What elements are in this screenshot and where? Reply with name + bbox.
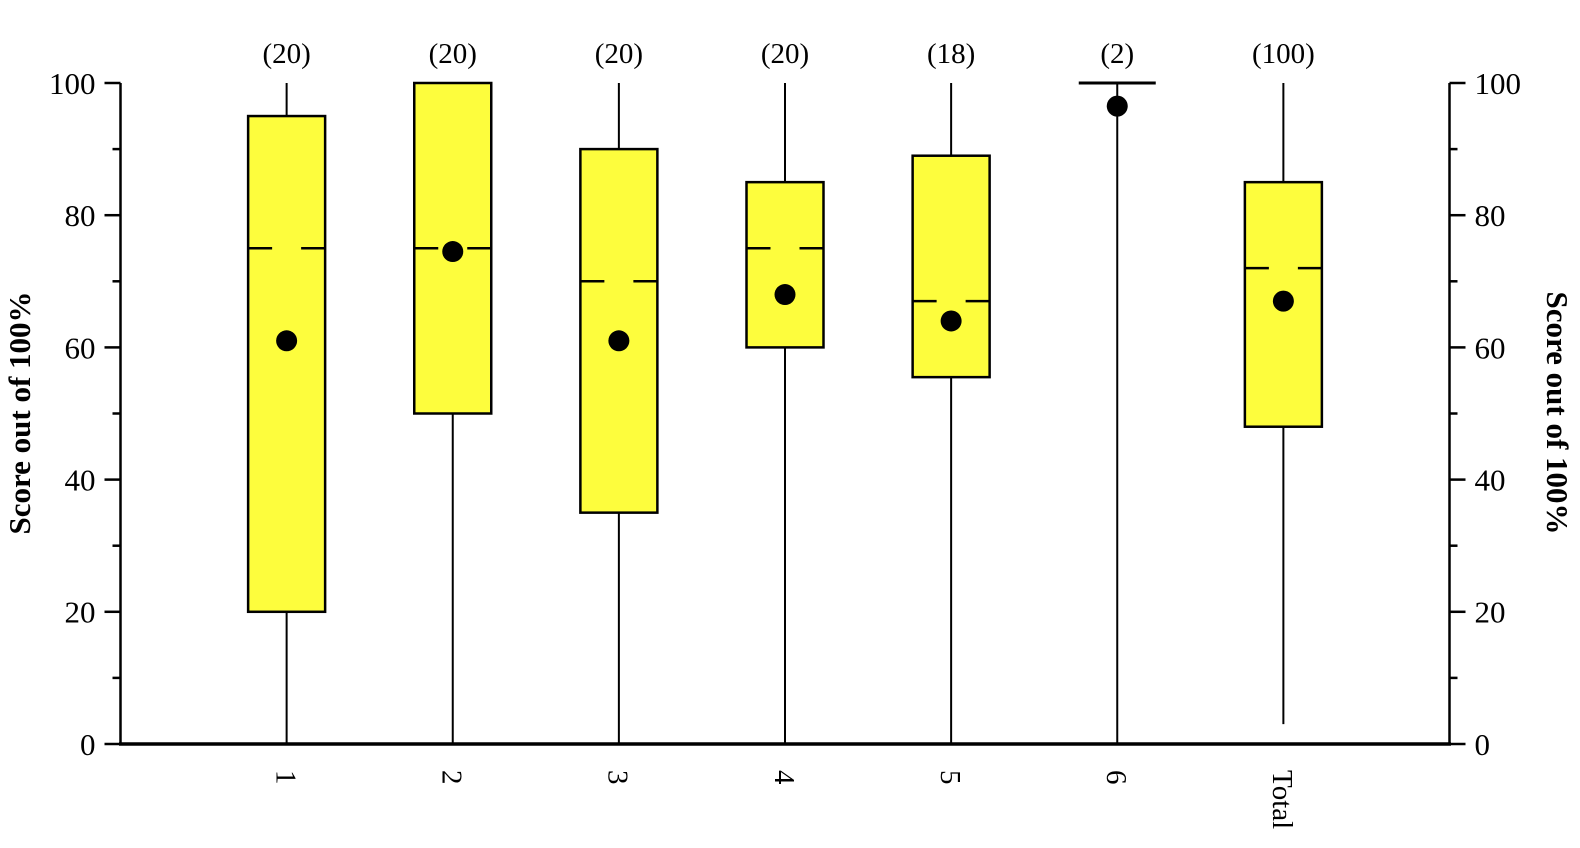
y-tick-label-right: 40: [1475, 462, 1506, 497]
y-tick-label-left: 0: [80, 727, 96, 762]
mean-dot: [1272, 290, 1294, 312]
count-label: (20): [262, 38, 310, 70]
count-label: (100): [1252, 38, 1315, 70]
mean-dot: [442, 241, 464, 263]
x-tick-label: 2: [436, 770, 468, 785]
y-tick-label-left: 100: [49, 66, 96, 101]
y-axis-title-right: Score out of 100%: [1540, 291, 1575, 534]
y-tick-label-right: 100: [1475, 66, 1522, 101]
mean-dot: [774, 284, 796, 306]
x-tick-label: 5: [934, 770, 966, 785]
x-tick-label: 1: [269, 770, 301, 785]
count-label: (20): [595, 38, 643, 70]
y-tick-label-right: 20: [1475, 595, 1506, 630]
y-tick-label-right: 60: [1475, 330, 1506, 365]
count-label: (2): [1100, 38, 1134, 70]
count-label: (20): [761, 38, 809, 70]
y-axis-title-left: Score out of 100%: [2, 291, 37, 534]
iqr-box: [246, 114, 327, 614]
x-tick-label: Total: [1266, 770, 1298, 829]
mean-dot: [276, 330, 298, 352]
y-tick-label-left: 40: [65, 462, 96, 497]
x-tick-label: 6: [1100, 770, 1132, 785]
y-tick-label-left: 20: [65, 595, 96, 630]
y-tick-label-right: 80: [1475, 198, 1506, 233]
y-tick-label-left: 60: [65, 330, 96, 365]
iqr-box: [911, 154, 991, 379]
iqr-box: [745, 180, 825, 349]
x-tick-label: 3: [602, 770, 634, 785]
y-tick-label-right: 0: [1475, 727, 1491, 762]
count-label: (20): [429, 38, 477, 70]
count-label: (18): [927, 38, 975, 70]
mean-dot: [608, 330, 630, 352]
x-tick-label: 4: [768, 770, 800, 785]
mean-dot: [1106, 95, 1128, 117]
mean-dot: [940, 310, 962, 332]
y-tick-label-left: 80: [65, 198, 96, 233]
